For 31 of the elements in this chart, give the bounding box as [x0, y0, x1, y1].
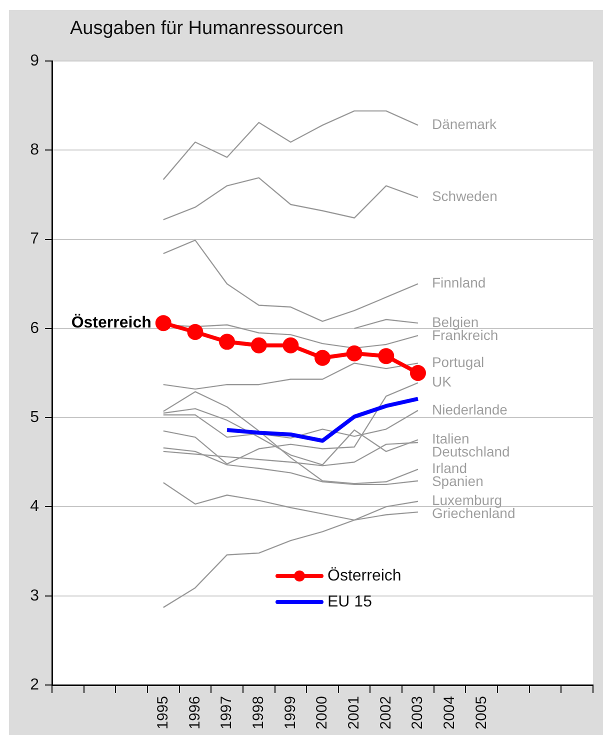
series-label: Schweden [432, 188, 498, 204]
x-tick-label: 1995 [154, 696, 172, 730]
x-tick-label: 1996 [186, 696, 204, 730]
chart-title: Ausgaben für Humanressourcen [70, 18, 344, 40]
x-tick-label: 1999 [282, 696, 299, 730]
series-label: Niederlande [432, 401, 508, 418]
x-tick-label: 2002 [377, 696, 394, 730]
y-tick-label: 2 [30, 676, 40, 694]
series-label: Dänemark [432, 116, 498, 132]
annotation: Österreich [71, 313, 152, 332]
x-tick-label: 1997 [218, 696, 236, 730]
series-label: Luxemburg [432, 492, 502, 508]
y-tick-label: 8 [30, 142, 40, 159]
series-label: UK [432, 374, 452, 390]
y-tick-label: 7 [30, 230, 40, 248]
x-tick-label: 1998 [250, 696, 267, 730]
series-label: Belgien [432, 314, 479, 330]
x-tick-label: 2004 [440, 696, 458, 730]
series-label: Portugal [432, 354, 484, 370]
y-tick-label: 5 [30, 408, 40, 426]
x-tick-label: 2005 [472, 696, 490, 730]
legend-label: Österreich [328, 566, 402, 584]
series-label: Finnland [432, 274, 486, 291]
x-tick-label: 2000 [314, 696, 331, 730]
x-tick-label: 2001 [345, 696, 362, 730]
y-tick-label: 3 [30, 587, 40, 604]
y-tick-label: 4 [30, 498, 40, 516]
y-tick-label: 9 [30, 52, 40, 70]
y-tick-label: 6 [30, 320, 40, 337]
legend-label: EU 15 [328, 593, 372, 610]
x-tick-label: 2003 [409, 696, 426, 730]
